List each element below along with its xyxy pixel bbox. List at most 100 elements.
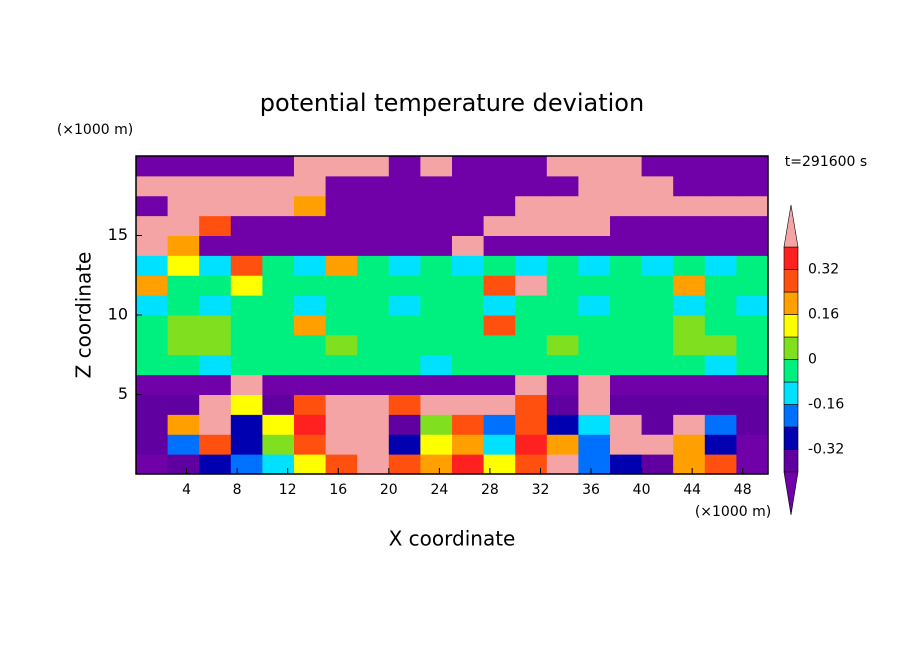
- contour-cell: [230, 354, 263, 376]
- colorbar-box: [783, 449, 799, 473]
- x-tick-label: 44: [683, 482, 701, 498]
- contour-cell: [610, 275, 643, 296]
- contour-cell: [736, 175, 769, 197]
- colorbar-label: 0.32: [808, 262, 839, 278]
- contour-cell: [199, 156, 232, 177]
- contour-cell: [483, 414, 516, 435]
- contour-cell: [704, 334, 737, 356]
- contour-cell: [294, 195, 327, 217]
- x-tick-label: 28: [481, 482, 499, 498]
- contour-cell: [483, 434, 516, 455]
- contour-cell: [357, 175, 390, 197]
- contour-cell: [262, 315, 295, 336]
- contour-cell: [483, 175, 516, 197]
- contour-cell: [546, 414, 579, 435]
- colorbar-box: [783, 336, 799, 360]
- contour-cell: [452, 175, 485, 197]
- contour-cell: [546, 295, 579, 316]
- contour-cell: [483, 334, 516, 356]
- contour-cell: [452, 156, 485, 177]
- contour-cell: [483, 454, 516, 475]
- contour-cell: [641, 215, 674, 236]
- contour-cell: [136, 414, 169, 435]
- contour-cell: [483, 235, 516, 256]
- contour-cell: [578, 255, 611, 276]
- contour-cell: [736, 156, 769, 177]
- contour-cell: [673, 195, 706, 217]
- contour-cell: [325, 195, 358, 217]
- contour-cell: [641, 175, 674, 197]
- contour-cell: [325, 215, 358, 236]
- contour-cell: [736, 434, 769, 455]
- contour-cell: [578, 235, 611, 256]
- contour-cell: [230, 295, 263, 316]
- contour-cell: [294, 454, 327, 475]
- contour-cell: [136, 215, 169, 236]
- contour-cell: [262, 275, 295, 296]
- contour-cell: [704, 354, 737, 376]
- contour-cell: [452, 354, 485, 376]
- x-tick-label: 12: [279, 482, 297, 498]
- contour-cell: [136, 175, 169, 197]
- contour-cell: [641, 374, 674, 395]
- contour-cell: [515, 156, 548, 177]
- colorbar-box: [783, 426, 799, 450]
- contour-cell: [167, 215, 200, 236]
- contour-cell: [420, 275, 453, 296]
- contour-cell: [578, 175, 611, 197]
- contour-cell: [704, 255, 737, 276]
- contour-cell: [167, 235, 200, 256]
- contour-cell: [546, 354, 579, 376]
- contour-cell: [641, 235, 674, 256]
- contour-cell: [357, 235, 390, 256]
- contour-cell: [578, 156, 611, 177]
- contour-cell: [262, 215, 295, 236]
- contour-cell: [641, 414, 674, 435]
- contour-cell: [546, 195, 579, 217]
- contour-cell: [515, 235, 548, 256]
- contour-cell: [515, 454, 548, 475]
- x-tick-label: 36: [582, 482, 600, 498]
- contour-cell: [704, 454, 737, 475]
- contour-cell: [736, 414, 769, 435]
- contour-cell: [357, 215, 390, 236]
- contour-cell: [230, 434, 263, 455]
- contour-cell: [388, 454, 421, 475]
- contour-cell: [199, 414, 232, 435]
- contour-cell: [420, 334, 453, 356]
- contour-cell: [610, 454, 643, 475]
- colorbar-label: 0: [808, 352, 817, 368]
- contour-cell: [704, 414, 737, 435]
- contour-cell: [357, 434, 390, 455]
- contour-cell: [199, 354, 232, 376]
- contour-cell: [546, 235, 579, 256]
- contour-cell: [704, 175, 737, 197]
- contour-cell: [167, 334, 200, 356]
- contour-cell: [736, 354, 769, 376]
- contour-cell: [452, 434, 485, 455]
- contour-cell: [704, 195, 737, 217]
- contour-cell: [704, 394, 737, 415]
- contour-cell: [610, 315, 643, 336]
- contour-cell: [704, 315, 737, 336]
- contour-cell: [230, 315, 263, 336]
- contour-cell: [515, 295, 548, 316]
- contour-cell: [167, 275, 200, 296]
- contour-cell: [262, 454, 295, 475]
- contour-cell: [388, 334, 421, 356]
- contour-cell: [357, 255, 390, 276]
- contour-cell: [641, 394, 674, 415]
- contour-cell: [136, 295, 169, 316]
- colorbar-box: [783, 314, 799, 338]
- contour-cell: [262, 175, 295, 197]
- contour-cell: [167, 354, 200, 376]
- contour-cell: [452, 414, 485, 435]
- contour-cell: [673, 215, 706, 236]
- contour-cell: [388, 315, 421, 336]
- contour-cell: [294, 215, 327, 236]
- contour-cell: [167, 295, 200, 316]
- x-tick-label: 32: [532, 482, 550, 498]
- contour-cell: [736, 255, 769, 276]
- contour-cell: [610, 374, 643, 395]
- contour-cell: [452, 374, 485, 395]
